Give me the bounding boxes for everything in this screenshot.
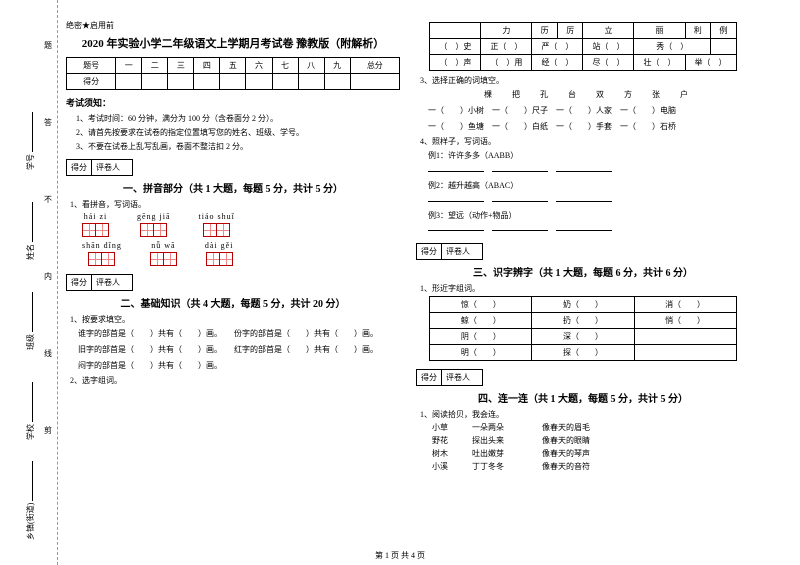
q4-text: 4、照样子，写词语。 (420, 136, 750, 147)
section-2-heading: 二、基础知识（共 4 大题，每题 5 分，共计 20 分） (66, 295, 400, 310)
binding-field-name: 姓名 (24, 202, 36, 260)
poem-lines: 小草一朵两朵像春天的眉毛 野花探出头来像春天的眼睛 树木吐出嫩芽像春天的琴声 小… (432, 422, 750, 473)
section-3-heading: 三、识字辨字（共 1 大题，每题 6 分，共计 6 分） (416, 264, 750, 279)
char-table-2: 惊（ ）奶（ ）消（ ） 鲸（ ）扔（ ）悄（ ） 阴（ ）深（ ） 明（ ）探… (429, 296, 736, 361)
section-score-box: 得分评卷人 (66, 159, 133, 176)
binding-dots: 题答不内线剪 (44, 40, 52, 436)
section-score-box: 得分评卷人 (416, 369, 483, 386)
q2-2-text: 2、选字组词。 (70, 375, 400, 386)
binding-field-class: 班级 (24, 292, 36, 350)
section-score-box: 得分评卷人 (416, 243, 483, 260)
secret-label: 绝密★启用前 (66, 20, 400, 31)
page-footer: 第 1 页 共 4 页 (0, 550, 800, 561)
right-column: 力历厉立丽利例 （ ）史正（ ）严（ ）站（ ）秀（ ） （ ）声（ ）用经（ … (408, 20, 758, 535)
q2-line: 闷字的部首是（ ）共有（ ）画。 (78, 360, 400, 373)
q3-line: 一（ ）鱼塘 一（ ）白纸 一（ ）手套 一（ ）石桥 (428, 121, 750, 134)
left-column: 绝密★启用前 2020 年实验小学二年级语文上学期月考试卷 豫教版（附解析） 题… (58, 20, 408, 535)
char-table-1: 力历厉立丽利例 （ ）史正（ ）严（ ）站（ ）秀（ ） （ ）声（ ）用经（ … (429, 22, 736, 71)
binding-field-id: 学号 (24, 112, 36, 170)
q2-line: 旧字的部首是（ ）共有（ ）画。 红字的部首是（ ）共有（ ）画。 (78, 344, 400, 357)
notice-list: 1、考试时间：60 分钟，满分为 100 分（含卷面分 2 分）。 2、请首先按… (66, 113, 400, 152)
score-table: 题号一二三四五六七八九总分 得分 (66, 57, 400, 90)
binding-field-township: 乡镇(街道) (24, 461, 36, 540)
q2-1-text: 1、按要求填空。 (70, 314, 400, 325)
q3-1-text: 1、形近字组词。 (420, 283, 750, 294)
binding-field-school: 学校 (24, 382, 36, 440)
section-score-box: 得分评卷人 (66, 274, 133, 291)
q1-text: 1、看拼音，写词语。 (70, 199, 400, 210)
exam-title: 2020 年实验小学二年级语文上学期月考试卷 豫教版（附解析） (66, 35, 400, 51)
q4-1-text: 1、阅读拾贝，我会连。 (420, 409, 750, 420)
q4-line: 例3：望远（动作+物品） (428, 210, 750, 237)
notice-heading: 考试须知： (66, 96, 400, 109)
q2-line: 谁字的部首是（ ）共有（ ）画。 份字的部首是（ ）共有（ ）画。 (78, 328, 400, 341)
q3-line: 一（ ）小树 一（ ）尺子 一（ ）人家 一（ ）电脑 (428, 105, 750, 118)
section-1-heading: 一、拼音部分（共 1 大题，每题 5 分，共计 5 分） (66, 180, 400, 195)
pinyin-row-1: hái zi gēng jiā tiáo shuǐ (82, 212, 400, 237)
q4-line: 例1：许许多多（AABB） (428, 150, 750, 177)
q3-text: 3、选择正确的词填空。 (420, 75, 750, 86)
q3-words: 棵 把 孔 台 双 方 张 户 (428, 89, 750, 102)
q4-line: 例2：越升越高（ABAC） (428, 180, 750, 207)
pinyin-row-2: shān dǐng nǚ wā dài gěi (82, 241, 400, 266)
section-4-heading: 四、连一连（共 1 大题，每题 5 分，共计 5 分） (416, 390, 750, 405)
